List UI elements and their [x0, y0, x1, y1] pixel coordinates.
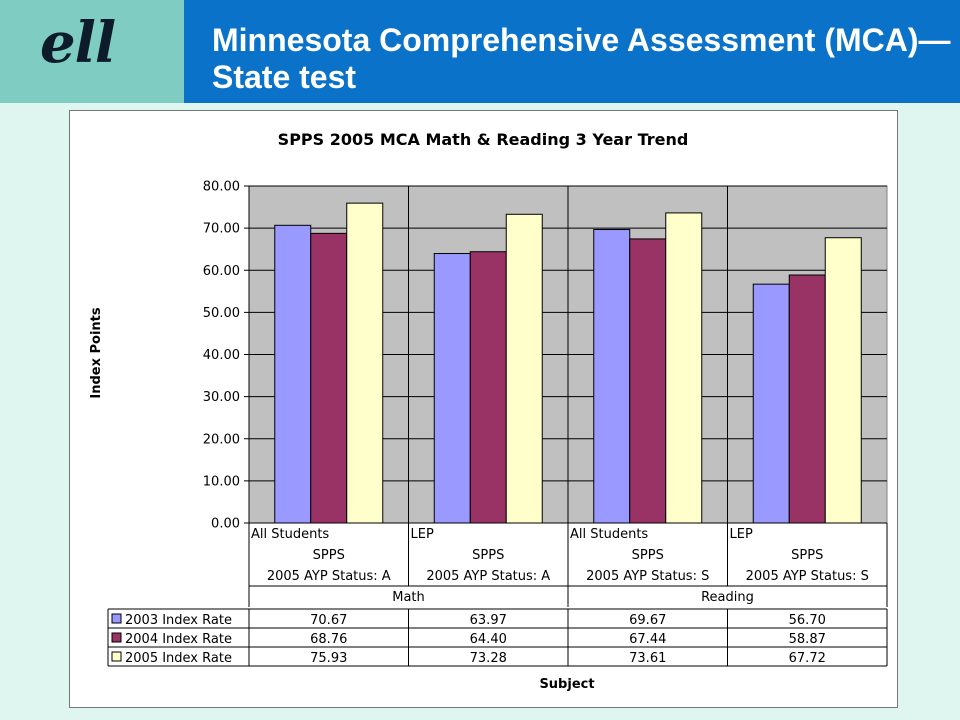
bar [824, 237, 862, 524]
y-tick-label: 30.00 [203, 390, 240, 405]
data-table-value: 56.70 [789, 613, 826, 628]
category-district-label: SPPS [632, 548, 664, 563]
legend-swatch [111, 632, 122, 643]
data-table-value: 68.76 [310, 632, 347, 647]
bar [469, 251, 507, 524]
category-district-label: SPPS [791, 548, 823, 563]
data-table-value: 75.93 [310, 651, 347, 666]
logo-box: ell [0, 0, 184, 103]
category-status-label: 2005 AYP Status: A [267, 569, 391, 584]
bar [310, 232, 348, 524]
legend-swatch [111, 613, 122, 624]
category-group-label: All Students [570, 527, 648, 542]
category-group-label: All Students [251, 527, 329, 542]
chart-frame: SPPS 2005 MCA Math & Reading 3 Year Tren… [69, 110, 898, 708]
y-tick-label: 60.00 [203, 264, 240, 279]
chart-svg: SPPS 2005 MCA Math & Reading 3 Year Tren… [89, 130, 888, 692]
data-table-value: 73.61 [629, 651, 666, 666]
category-group-label: LEP [730, 527, 753, 542]
y-tick-label: 0.00 [211, 517, 240, 532]
bar [274, 224, 312, 524]
subject-label: Reading [701, 590, 754, 605]
category-status-label: 2005 AYP Status: S [746, 569, 869, 584]
category-status-label: 2005 AYP Status: A [426, 569, 550, 584]
y-tick-label: 80.00 [203, 180, 240, 195]
data-table-value: 67.44 [629, 632, 666, 647]
bar [505, 213, 543, 524]
x-axis-label: Subject [539, 677, 594, 692]
bar [665, 212, 703, 524]
category-status-label: 2005 AYP Status: S [586, 569, 709, 584]
category-district-label: SPPS [472, 548, 504, 563]
category-district-label: SPPS [313, 548, 345, 563]
y-tick-label: 10.00 [203, 474, 240, 489]
bar [788, 274, 826, 524]
header-bar [184, 0, 960, 103]
y-tick-label: 70.00 [203, 222, 240, 237]
legend-label: 2004 Index Rate [125, 632, 232, 647]
bar [433, 253, 471, 524]
data-table-value: 67.72 [789, 651, 826, 666]
y-tick-label: 20.00 [203, 432, 240, 447]
bar [752, 283, 790, 524]
logo-text: ell [40, 10, 116, 76]
data-table-value: 70.67 [310, 613, 347, 628]
chart-content: 0.00 10.00 20.00 30.00 40.00 50.00 60.00 70.00 8… [107, 180, 888, 667]
legend-swatch [111, 651, 122, 662]
bar [593, 229, 631, 524]
category-group-label: LEP [411, 527, 434, 542]
y-tick-label: 50.00 [203, 306, 240, 321]
chart-title: SPPS 2005 MCA Math & Reading 3 Year Tren… [278, 130, 689, 149]
subject-label: Math [392, 590, 425, 605]
bar [629, 238, 667, 524]
bar [346, 202, 384, 524]
data-table-value: 63.97 [470, 613, 507, 628]
data-table-value: 64.40 [470, 632, 507, 647]
legend-label: 2005 Index Rate [125, 651, 232, 666]
page-title: Minnesota Comprehensive Assessment (MCA)… [212, 22, 951, 95]
legend-label: 2003 Index Rate [125, 613, 232, 628]
y-axis-label: Index Points [89, 307, 104, 399]
data-table-value: 73.28 [470, 651, 507, 666]
y-tick-label: 40.00 [203, 348, 240, 363]
data-table-value: 58.87 [789, 632, 826, 647]
data-table-value: 69.67 [629, 613, 666, 628]
